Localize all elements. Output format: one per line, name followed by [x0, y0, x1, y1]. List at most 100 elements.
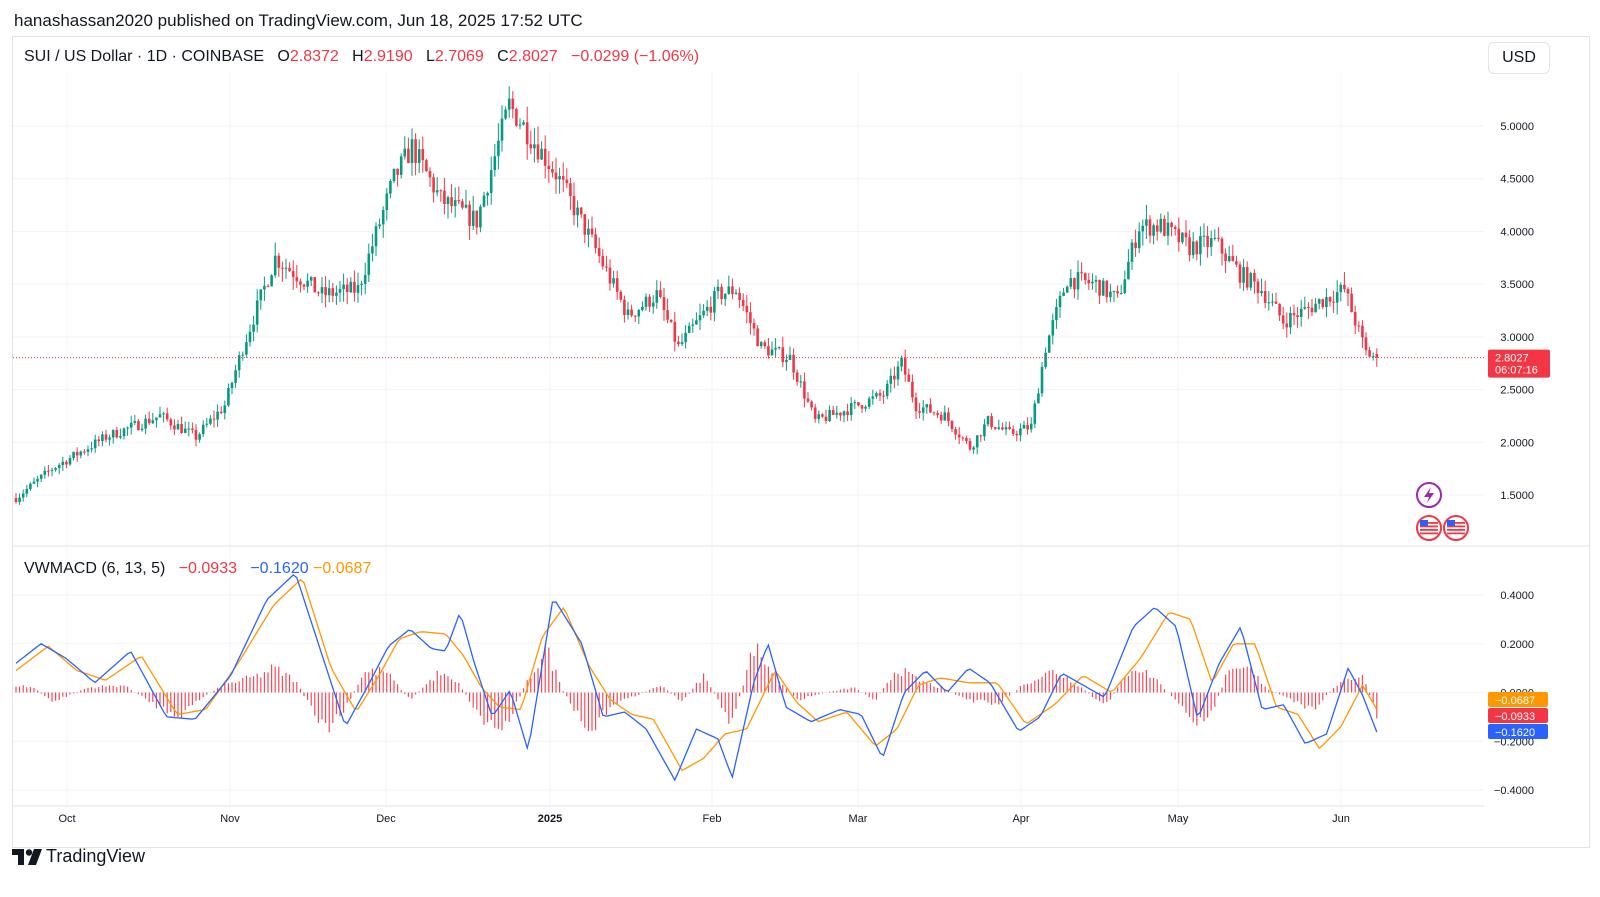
- indicator-legend: VWMACD (6, 13, 5) −0.0933 −0.1620 −0.068…: [24, 560, 371, 578]
- candle-body: [234, 370, 237, 383]
- signal-line: [15, 579, 1378, 772]
- candle-body: [1361, 325, 1364, 338]
- candle-body: [799, 381, 803, 383]
- indicator-tick-label: 0.2000: [1500, 639, 1534, 651]
- candle-body: [435, 190, 439, 193]
- candle-body: [317, 292, 320, 294]
- candle-body: [875, 393, 878, 397]
- candle-body: [925, 404, 929, 408]
- candle-body: [1029, 423, 1033, 430]
- candle-body: [1112, 291, 1116, 293]
- candle-body: [525, 122, 529, 145]
- candle-body: [1199, 236, 1202, 255]
- time-tick-label: Nov: [220, 813, 240, 825]
- candle-body: [623, 299, 626, 315]
- indicator-signal-tag: [1488, 692, 1548, 707]
- candle-body: [281, 267, 284, 269]
- price-legend: SUI / US Dollar · 1D · COINBASE O2.8372 …: [24, 48, 699, 66]
- candle-body: [374, 226, 378, 247]
- candle-body: [1015, 433, 1019, 436]
- candle-body: [1073, 278, 1076, 290]
- candle-body: [1004, 427, 1008, 430]
- candle-body: [237, 355, 241, 371]
- candle-body: [1371, 356, 1375, 358]
- tradingview-footer[interactable]: TradingView: [12, 846, 145, 867]
- candle-body: [723, 293, 727, 300]
- candle-body: [878, 393, 882, 396]
- candle-body: [417, 149, 421, 163]
- candle-body: [709, 306, 713, 313]
- candle-body: [839, 412, 842, 416]
- symbol-title[interactable]: SUI / US Dollar · 1D · COINBASE: [24, 48, 265, 65]
- candle-body: [644, 296, 648, 307]
- candle-body: [569, 183, 572, 197]
- candle-body: [471, 210, 475, 226]
- candle-body: [468, 204, 471, 226]
- price-tick-label: 3.0000: [1500, 332, 1534, 344]
- candle-body: [122, 428, 126, 437]
- candle-body: [212, 418, 216, 420]
- candle-body: [144, 418, 147, 429]
- candle-body: [615, 278, 619, 292]
- candle-body: [1127, 261, 1130, 280]
- candle-body: [1155, 225, 1159, 232]
- candle-body: [439, 190, 443, 192]
- candle-body: [1170, 222, 1173, 228]
- candle-body: [633, 315, 637, 317]
- candle-body: [860, 405, 864, 409]
- candle-body: [713, 291, 716, 313]
- candle-body: [111, 430, 115, 438]
- candle-body: [540, 148, 543, 160]
- candle-body: [1062, 292, 1065, 296]
- candle-body: [536, 144, 540, 160]
- candle-body: [864, 406, 867, 409]
- candle-body: [1116, 291, 1119, 294]
- currency-button[interactable]: USD: [1488, 42, 1550, 74]
- candle-body: [1055, 307, 1058, 321]
- candle-body: [817, 414, 821, 419]
- candle-body: [407, 148, 410, 163]
- candle-body: [119, 436, 122, 438]
- candle-body: [1065, 286, 1069, 293]
- candle-body: [1091, 281, 1094, 284]
- candle-body: [770, 349, 774, 356]
- candle-body: [1353, 312, 1357, 326]
- candle-body: [61, 461, 65, 466]
- candle-body: [608, 267, 612, 284]
- candle-body: [356, 285, 360, 293]
- candle-body: [1159, 218, 1163, 232]
- candle-body: [824, 416, 828, 421]
- candle-body: [320, 287, 324, 294]
- candle-body: [997, 427, 1001, 429]
- candle-body: [1134, 242, 1137, 249]
- candle-body: [605, 266, 608, 268]
- candle-body: [403, 148, 407, 157]
- candle-body: [345, 284, 349, 293]
- candle-body: [1285, 323, 1289, 328]
- candle-body: [745, 305, 749, 313]
- candle-body: [515, 108, 518, 126]
- candle-body: [21, 493, 25, 498]
- candle-body: [579, 207, 583, 215]
- publisher-header: hanashassan2020 published on TradingView…: [14, 11, 583, 30]
- candle-body: [795, 372, 799, 382]
- open-value: 2.8372: [289, 48, 339, 65]
- time-tick-label: 2025: [538, 813, 562, 825]
- low-label: L: [425, 48, 435, 65]
- candle-body: [432, 177, 435, 193]
- price-tick-label: 1.5000: [1500, 490, 1534, 502]
- candle-body: [396, 168, 399, 175]
- indicator-macd-value: −0.1620: [250, 560, 309, 577]
- candle-body: [284, 267, 288, 269]
- candle-body: [277, 255, 281, 268]
- candle-body: [155, 417, 158, 421]
- candle-body: [1299, 308, 1303, 318]
- open-label: O: [277, 48, 290, 65]
- candle-body: [756, 328, 759, 347]
- indicator-title[interactable]: VWMACD (6, 13, 5): [24, 560, 166, 577]
- candle-body: [140, 428, 144, 430]
- price-tick-label: 2.5000: [1500, 385, 1534, 397]
- candle-body: [1173, 227, 1177, 229]
- last-price-tag: [1488, 349, 1550, 378]
